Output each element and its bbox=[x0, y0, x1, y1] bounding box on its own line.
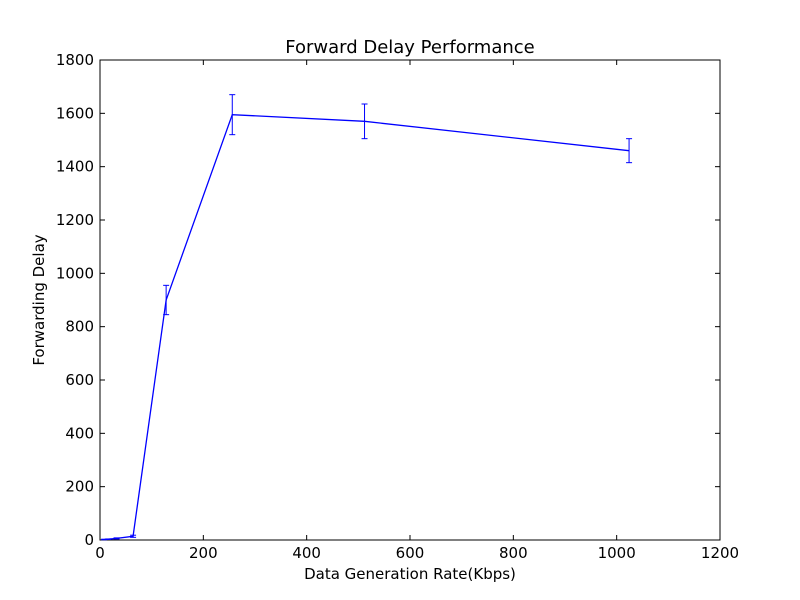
data-point bbox=[130, 534, 137, 538]
x-tick-label: 0 bbox=[95, 544, 105, 562]
x-tick-label: 400 bbox=[292, 544, 321, 562]
data-point bbox=[626, 138, 633, 164]
data-point bbox=[361, 103, 368, 140]
data-point bbox=[113, 537, 120, 540]
y-tick-label: 800 bbox=[65, 318, 94, 336]
y-tick-label: 1200 bbox=[56, 211, 94, 229]
y-tick-label: 1400 bbox=[56, 158, 94, 176]
y-tick-label: 0 bbox=[84, 531, 94, 549]
y-tick-label: 1000 bbox=[56, 264, 94, 282]
y-tick-label: 1800 bbox=[56, 51, 94, 69]
chart-title: Forward Delay Performance bbox=[285, 37, 535, 58]
y-tick-label: 200 bbox=[65, 478, 94, 496]
x-tick-label: 800 bbox=[499, 544, 528, 562]
x-tick-label: 1000 bbox=[598, 544, 636, 562]
y-tick-label: 400 bbox=[65, 424, 94, 442]
data-point bbox=[229, 94, 236, 136]
axis-ticks: 0 200 400 600 800 1000 1200 0 200 400 600 800 1000 12… bbox=[56, 51, 739, 562]
x-tick-label: 1200 bbox=[701, 544, 739, 562]
data-point bbox=[163, 284, 170, 316]
data-point bbox=[105, 538, 112, 540]
y-tick-label: 600 bbox=[65, 371, 94, 389]
x-tick-label: 600 bbox=[396, 544, 425, 562]
x-axis-label: Data Generation Rate(Kbps) bbox=[304, 565, 516, 583]
y-axis-label: Forwarding Delay bbox=[30, 234, 48, 365]
x-tick-label: 200 bbox=[189, 544, 218, 562]
y-tick-label: 1600 bbox=[56, 104, 94, 122]
series-layer bbox=[101, 94, 633, 541]
